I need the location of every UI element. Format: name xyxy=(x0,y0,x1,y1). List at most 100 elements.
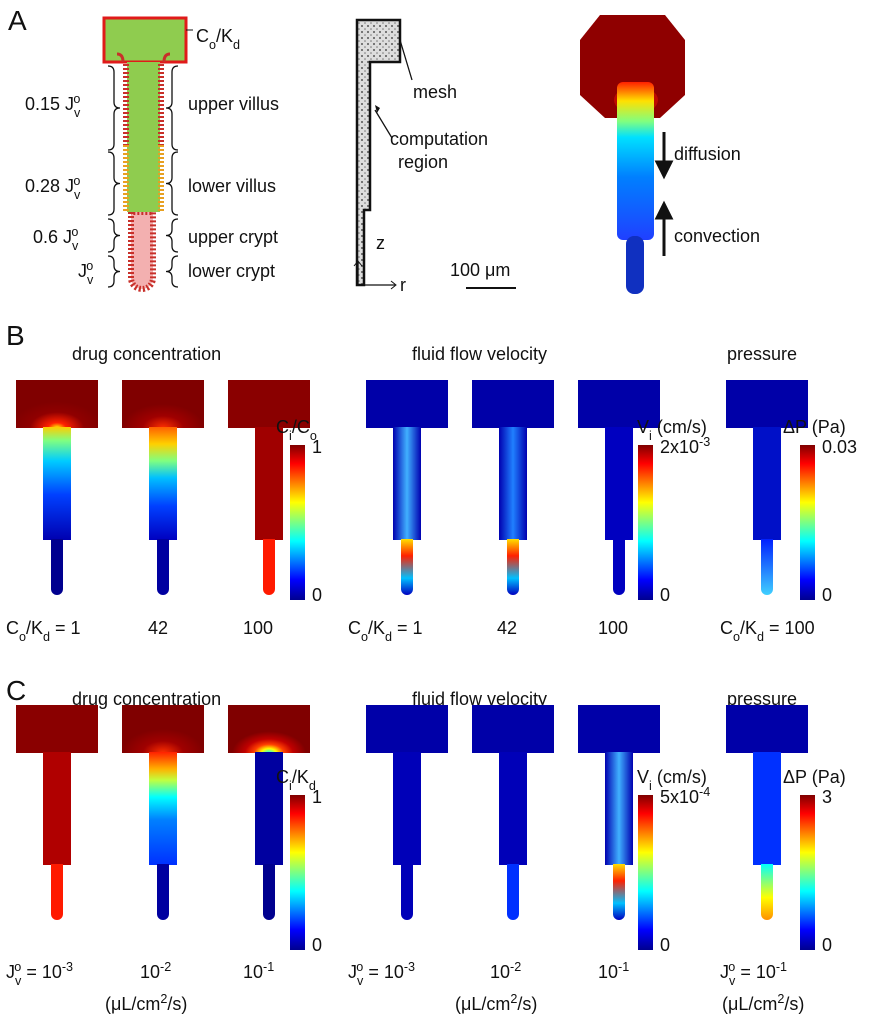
text-part: /s) xyxy=(167,994,187,1014)
text-part: = 10 xyxy=(21,962,62,982)
panel-title: fluid flow velocity xyxy=(412,344,547,364)
domain-crypt xyxy=(761,539,773,595)
domain-stem xyxy=(605,752,633,865)
text-part: ΔP (Pa) xyxy=(783,417,846,437)
subscript: v xyxy=(74,106,81,120)
domain-top xyxy=(726,705,808,753)
case-label: 10-2 xyxy=(140,960,171,982)
domain-top xyxy=(228,705,310,753)
colorbar-label: ΔP (Pa) xyxy=(783,767,846,787)
domain-crypt xyxy=(507,864,519,920)
text-part: 100 xyxy=(598,618,628,638)
domain-stem xyxy=(393,752,421,865)
domain-stem xyxy=(499,752,527,865)
text-part: C xyxy=(276,417,289,437)
text-part: C xyxy=(196,26,209,46)
text-part: /K xyxy=(292,767,309,787)
scale-bar-label: 100 μm xyxy=(450,260,510,280)
text-part: (μL/cm xyxy=(105,994,160,1014)
text-part: 0 xyxy=(822,935,832,955)
text-part: 42 xyxy=(497,618,517,638)
text-part: = 100 xyxy=(764,618,815,638)
case-label: 42 xyxy=(148,618,168,638)
case-label: Jvo = 10-3 xyxy=(348,960,415,988)
axis-label: r xyxy=(400,275,406,295)
region-label: upper crypt xyxy=(188,227,278,247)
domain-crypt xyxy=(157,864,169,920)
domain-top xyxy=(366,705,448,753)
case-label: 10-2 xyxy=(490,960,521,982)
superscript: -3 xyxy=(404,960,415,974)
superscript: -3 xyxy=(62,960,73,974)
domain-top xyxy=(472,380,554,428)
text-part: 0.03 xyxy=(822,437,857,457)
case-label: Jvo = 10-1 xyxy=(720,960,787,988)
colorbar xyxy=(800,445,815,600)
units-label: (μL/cm2/s) xyxy=(455,992,537,1014)
units-label: (μL/cm2/s) xyxy=(105,992,187,1014)
computation-label: region xyxy=(398,152,448,172)
colorbar-min: 0 xyxy=(822,585,832,605)
domain-crypt xyxy=(263,864,275,920)
superscript: o xyxy=(71,225,78,239)
domain-top xyxy=(122,705,204,753)
arrow-label: diffusion xyxy=(674,144,741,164)
subscript: v xyxy=(72,239,79,253)
text-part: 1 xyxy=(312,437,322,457)
domain-top xyxy=(16,705,98,753)
boundary-label: Co/Kd xyxy=(196,26,240,52)
text-part: 0 xyxy=(312,935,322,955)
brace xyxy=(108,256,120,287)
text-part: 100 xyxy=(243,618,273,638)
flux-label: 0.28 Jvo xyxy=(25,174,81,202)
superscript: o xyxy=(14,960,21,974)
brace xyxy=(166,256,178,287)
domain-stem xyxy=(753,427,781,540)
case-label: 42 xyxy=(497,618,517,638)
domain-stem xyxy=(43,752,71,865)
text-part: (μL/cm xyxy=(722,994,777,1014)
text-part: 0.15 J xyxy=(25,94,74,114)
region-label: lower villus xyxy=(188,176,276,196)
colorbar-min: 0 xyxy=(822,935,832,955)
text-part: (μL/cm xyxy=(455,994,510,1014)
brace xyxy=(166,152,178,215)
text-part: C xyxy=(720,618,733,638)
brace xyxy=(108,152,120,215)
figure: A Co/Kd 0.15 Jvo 0.28 Jvo 0.6 Jvo Jvo up… xyxy=(0,0,873,1023)
brace xyxy=(108,66,120,150)
concentration-3d xyxy=(580,15,685,294)
colorbar-max: 1 xyxy=(312,787,322,807)
superscript: -2 xyxy=(510,960,521,974)
domain-crypt xyxy=(613,539,625,595)
domain-stem xyxy=(499,427,527,540)
case-label: 100 xyxy=(243,618,273,638)
text-part: 42 xyxy=(148,618,168,638)
superscript: 2 xyxy=(777,992,784,1006)
panel-title: pressure xyxy=(727,344,797,364)
colorbar-min: 0 xyxy=(660,585,670,605)
domain-top xyxy=(122,380,204,428)
text-part: /K xyxy=(368,618,385,638)
mesh-label: mesh xyxy=(413,82,457,102)
text-part: 0 xyxy=(822,585,832,605)
domain-stem xyxy=(393,427,421,540)
domain-crypt xyxy=(51,864,63,920)
arrow-label: convection xyxy=(674,226,760,246)
case-label: 10-1 xyxy=(598,960,629,982)
colorbar xyxy=(800,795,815,950)
text-part: C xyxy=(348,618,361,638)
case-label: Co/Kd = 1 xyxy=(348,618,423,644)
region-label: upper villus xyxy=(188,94,279,114)
superscript: 2 xyxy=(510,992,517,1006)
case-label: Co/Kd = 1 xyxy=(6,618,81,644)
colorbar-max: 1 xyxy=(312,437,322,457)
superscript: -1 xyxy=(263,960,274,974)
colorbar xyxy=(638,795,653,950)
text-part: 0 xyxy=(312,585,322,605)
text-part: 3 xyxy=(822,787,832,807)
domain-crypt xyxy=(761,864,773,920)
text-part: = 10 xyxy=(363,962,404,982)
superscript: -4 xyxy=(699,785,710,799)
domain-crypt xyxy=(507,539,519,595)
